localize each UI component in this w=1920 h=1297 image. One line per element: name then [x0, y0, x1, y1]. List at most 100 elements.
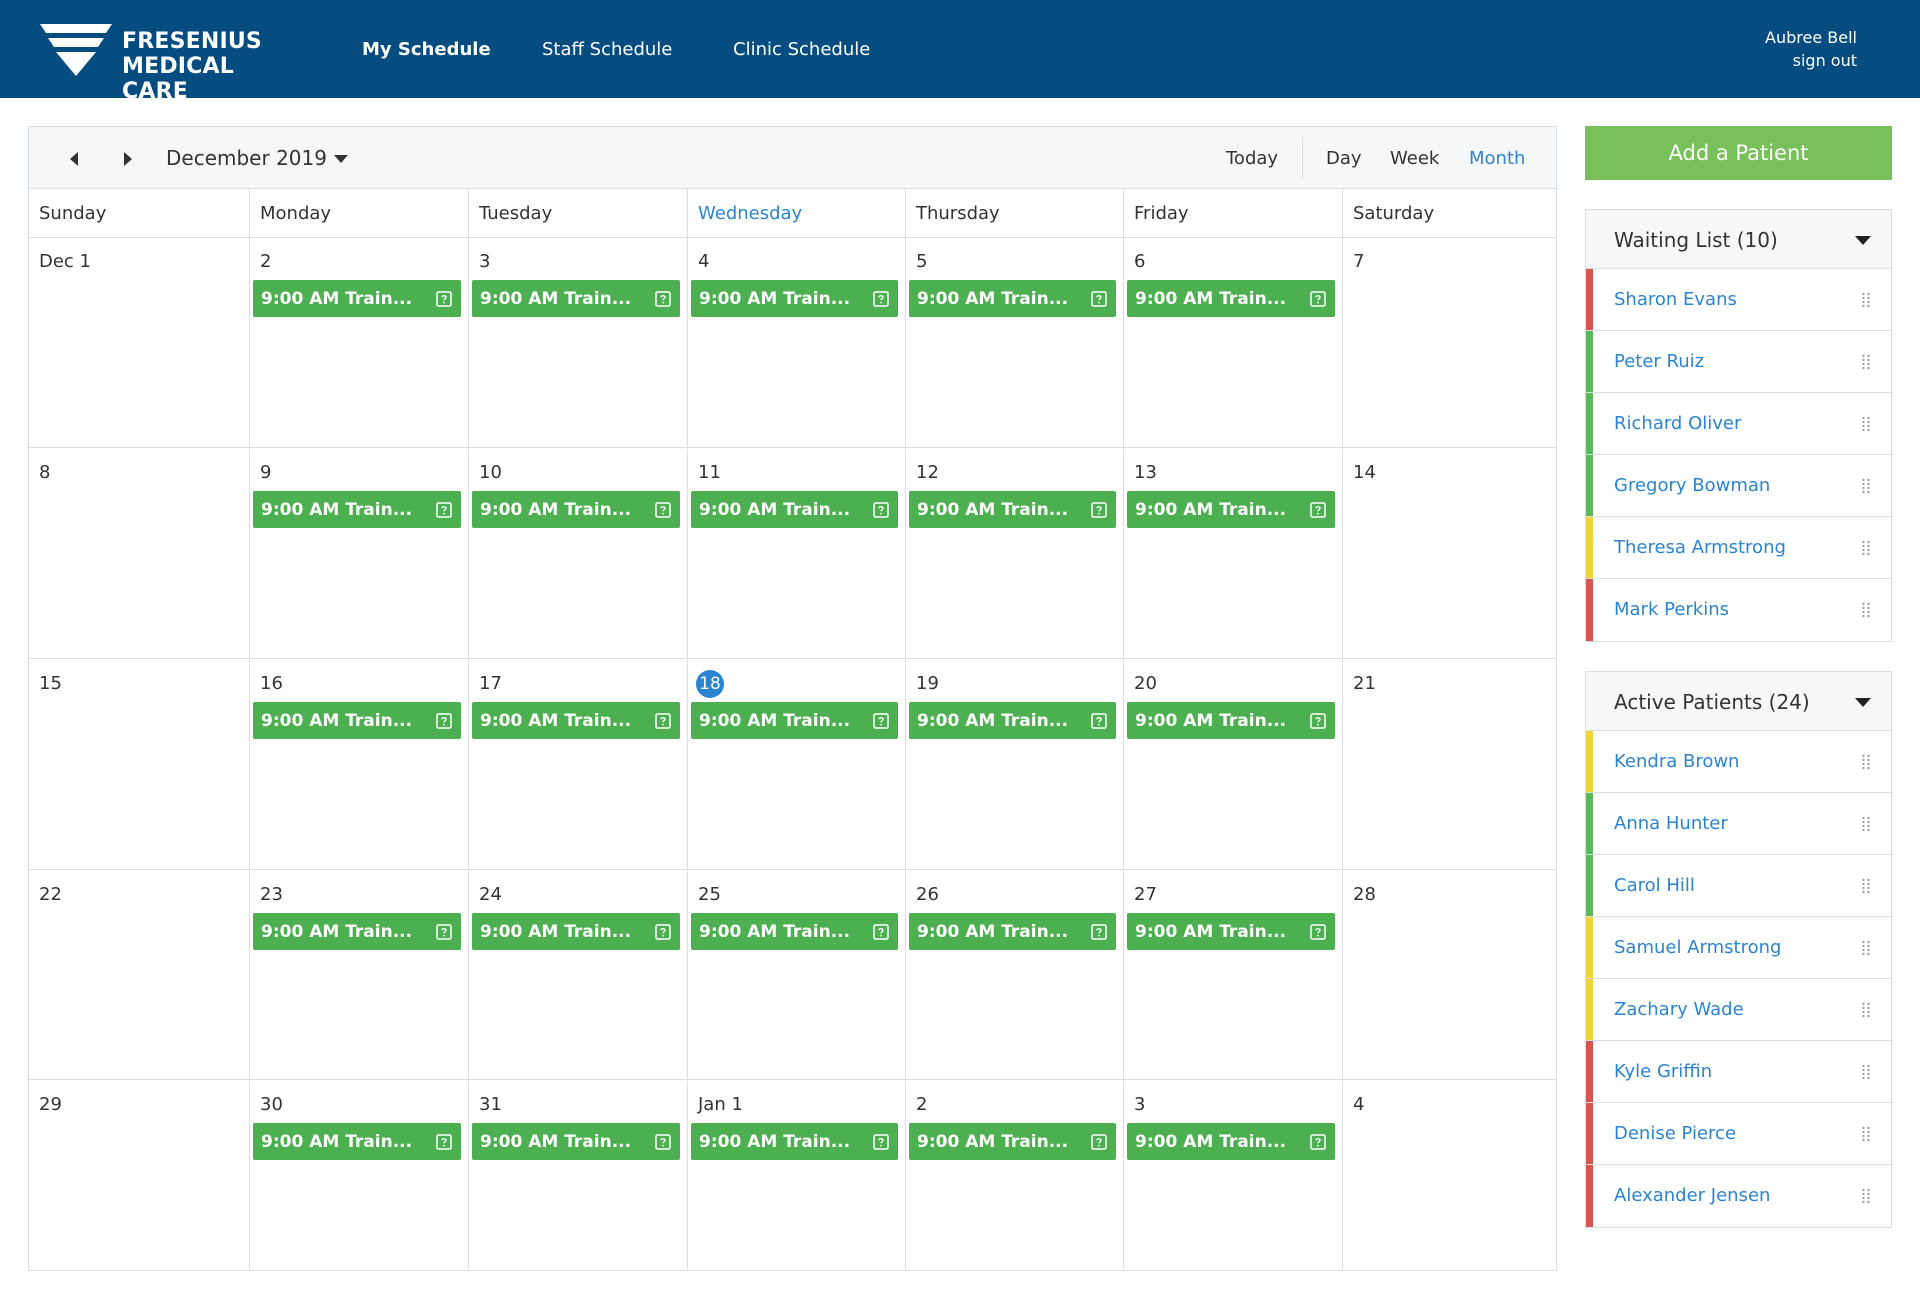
drag-handle-icon[interactable]	[1861, 816, 1871, 832]
calendar-day-cell[interactable]: 24 9:00 AM Train...	[468, 871, 687, 1079]
training-event[interactable]: 9:00 AM Train...	[1127, 280, 1335, 317]
nav-clinic-schedule[interactable]: Clinic Schedule	[733, 39, 871, 60]
add-patient-button[interactable]: Add a Patient	[1585, 126, 1892, 180]
calendar-day-cell[interactable]: 21	[1342, 660, 1556, 869]
question-square-icon[interactable]	[436, 924, 452, 940]
calendar-day-cell[interactable]: 25 9:00 AM Train...	[687, 871, 905, 1079]
drag-handle-icon[interactable]	[1861, 478, 1871, 494]
calendar-day-cell[interactable]: 8	[29, 449, 249, 658]
calendar-day-cell[interactable]: 2 9:00 AM Train...	[249, 238, 468, 447]
question-square-icon[interactable]	[655, 1134, 671, 1150]
training-event[interactable]: 9:00 AM Train...	[253, 702, 461, 739]
question-square-icon[interactable]	[873, 924, 889, 940]
calendar-day-cell[interactable]: 4	[1342, 1081, 1556, 1269]
calendar-day-cell[interactable]: 3 9:00 AM Train...	[1123, 1081, 1342, 1269]
drag-handle-icon[interactable]	[1861, 292, 1871, 308]
patient-list-item[interactable]: Zachary Wade	[1586, 979, 1891, 1041]
training-event[interactable]: 9:00 AM Train...	[691, 1123, 898, 1160]
question-square-icon[interactable]	[1310, 1134, 1326, 1150]
question-square-icon[interactable]	[1310, 502, 1326, 518]
patient-name[interactable]: Gregory Bowman	[1614, 475, 1771, 496]
training-event[interactable]: 9:00 AM Train...	[909, 702, 1116, 739]
patient-list-item[interactable]: Anna Hunter	[1586, 793, 1891, 855]
question-square-icon[interactable]	[1310, 924, 1326, 940]
patient-list-item[interactable]: Kyle Griffin	[1586, 1041, 1891, 1103]
patient-list-item[interactable]: Carol Hill	[1586, 855, 1891, 917]
training-event[interactable]: 9:00 AM Train...	[1127, 1123, 1335, 1160]
training-event[interactable]: 9:00 AM Train...	[472, 1123, 680, 1160]
patient-list-item[interactable]: Mark Perkins	[1586, 579, 1891, 641]
training-event[interactable]: 9:00 AM Train...	[472, 913, 680, 950]
calendar-day-cell[interactable]: 13 9:00 AM Train...	[1123, 449, 1342, 658]
patient-list-item[interactable]: Sharon Evans	[1586, 269, 1891, 331]
training-event[interactable]: 9:00 AM Train...	[472, 280, 680, 317]
training-event[interactable]: 9:00 AM Train...	[691, 913, 898, 950]
patient-name[interactable]: Carol Hill	[1614, 875, 1695, 896]
training-event[interactable]: 9:00 AM Train...	[253, 491, 461, 528]
calendar-day-cell[interactable]: 11 9:00 AM Train...	[687, 449, 905, 658]
training-event[interactable]: 9:00 AM Train...	[253, 280, 461, 317]
question-square-icon[interactable]	[436, 1134, 452, 1150]
patient-name[interactable]: Theresa Armstrong	[1614, 537, 1786, 558]
nav-staff-schedule[interactable]: Staff Schedule	[542, 39, 673, 60]
active-patients-header[interactable]: Active Patients (24)	[1586, 672, 1891, 731]
company-logo[interactable]: FRESENIUS MEDICAL CARE	[40, 24, 300, 104]
calendar-day-cell[interactable]: 20 9:00 AM Train...	[1123, 660, 1342, 869]
week-view-button[interactable]: Week	[1390, 148, 1440, 169]
calendar-day-cell[interactable]: Jan 1 9:00 AM Train...	[687, 1081, 905, 1269]
calendar-day-cell[interactable]: 30 9:00 AM Train...	[249, 1081, 468, 1269]
chevron-left-icon[interactable]	[65, 149, 85, 169]
patient-list-item[interactable]: Richard Oliver	[1586, 393, 1891, 455]
caret-down-icon[interactable]	[1855, 236, 1871, 245]
patient-list-item[interactable]: Kendra Brown	[1586, 731, 1891, 793]
patient-list-item[interactable]: Alexander Jensen	[1586, 1165, 1891, 1227]
calendar-day-cell[interactable]: 28	[1342, 871, 1556, 1079]
patient-name[interactable]: Anna Hunter	[1614, 813, 1728, 834]
drag-handle-icon[interactable]	[1861, 754, 1871, 770]
question-square-icon[interactable]	[436, 502, 452, 518]
calendar-day-cell[interactable]: 2 9:00 AM Train...	[905, 1081, 1123, 1269]
month-view-button[interactable]: Month	[1469, 148, 1526, 169]
question-square-icon[interactable]	[1091, 713, 1107, 729]
calendar-day-cell[interactable]: 18 9:00 AM Train...	[687, 660, 905, 869]
question-square-icon[interactable]	[873, 291, 889, 307]
patient-list-item[interactable]: Theresa Armstrong	[1586, 517, 1891, 579]
question-square-icon[interactable]	[436, 713, 452, 729]
patient-list-item[interactable]: Peter Ruiz	[1586, 331, 1891, 393]
drag-handle-icon[interactable]	[1861, 1188, 1871, 1204]
question-square-icon[interactable]	[436, 291, 452, 307]
calendar-day-cell[interactable]: 29	[29, 1081, 249, 1269]
drag-handle-icon[interactable]	[1861, 940, 1871, 956]
drag-handle-icon[interactable]	[1861, 540, 1871, 556]
question-square-icon[interactable]	[1091, 291, 1107, 307]
question-square-icon[interactable]	[1310, 713, 1326, 729]
patient-name[interactable]: Kyle Griffin	[1614, 1061, 1713, 1082]
training-event[interactable]: 9:00 AM Train...	[253, 1123, 461, 1160]
chevron-right-icon[interactable]	[117, 149, 137, 169]
calendar-day-cell[interactable]: Dec 1	[29, 238, 249, 447]
patient-name[interactable]: Zachary Wade	[1614, 999, 1744, 1020]
calendar-day-cell[interactable]: 4 9:00 AM Train...	[687, 238, 905, 447]
training-event[interactable]: 9:00 AM Train...	[691, 280, 898, 317]
training-event[interactable]: 9:00 AM Train...	[1127, 702, 1335, 739]
drag-handle-icon[interactable]	[1861, 1064, 1871, 1080]
question-square-icon[interactable]	[873, 1134, 889, 1150]
question-square-icon[interactable]	[1091, 1134, 1107, 1150]
training-event[interactable]: 9:00 AM Train...	[472, 491, 680, 528]
question-square-icon[interactable]	[873, 502, 889, 518]
drag-handle-icon[interactable]	[1861, 1002, 1871, 1018]
calendar-day-cell[interactable]: 9 9:00 AM Train...	[249, 449, 468, 658]
training-event[interactable]: 9:00 AM Train...	[472, 702, 680, 739]
patient-list-item[interactable]: Denise Pierce	[1586, 1103, 1891, 1165]
caret-down-icon[interactable]	[334, 155, 348, 163]
patient-list-item[interactable]: Gregory Bowman	[1586, 455, 1891, 517]
sign-out-link[interactable]: sign out	[1792, 51, 1857, 70]
training-event[interactable]: 9:00 AM Train...	[909, 491, 1116, 528]
patient-name[interactable]: Alexander Jensen	[1614, 1185, 1771, 1206]
day-view-button[interactable]: Day	[1326, 148, 1362, 169]
calendar-day-cell[interactable]: 19 9:00 AM Train...	[905, 660, 1123, 869]
calendar-day-cell[interactable]: 6 9:00 AM Train...	[1123, 238, 1342, 447]
question-square-icon[interactable]	[655, 291, 671, 307]
training-event[interactable]: 9:00 AM Train...	[691, 491, 898, 528]
question-square-icon[interactable]	[1091, 924, 1107, 940]
